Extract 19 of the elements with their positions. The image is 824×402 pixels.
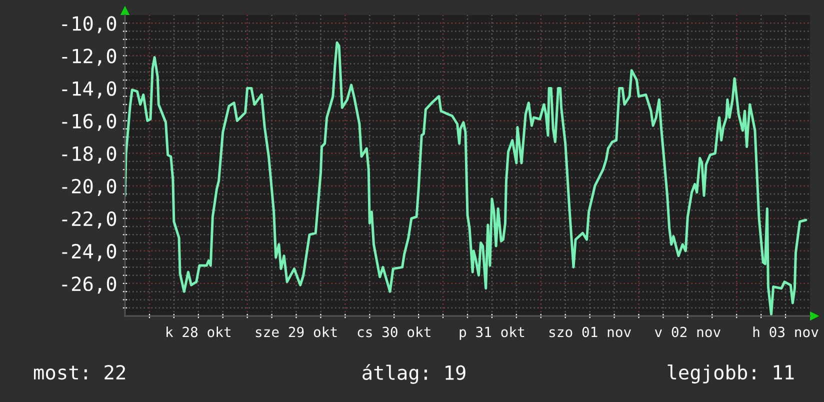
x-tick-label: v 02 nov (654, 326, 720, 338)
y-tick-label: -18,0 (62, 146, 116, 164)
text: most: 22 (34, 364, 125, 380)
y-tick-label: -14,0 (62, 81, 116, 98)
text: átlag: 19 (362, 364, 466, 384)
y-tick-label: -22,0 (62, 211, 116, 229)
y-tick-label: -16,0 (62, 114, 116, 131)
x-tick-label: cs 30 okt (358, 326, 430, 338)
y-tick-label: -26,0 (62, 276, 116, 294)
y-tick-label: -12,0 (62, 48, 116, 66)
y-tick-label: -10,0 (62, 16, 116, 34)
x-tick-label: k 28 okt (166, 326, 230, 338)
x-tick-label: szo 01 nov (549, 326, 631, 338)
x-tick-label: h 03 nov (753, 326, 818, 338)
y-tick-label: -20,0 (62, 178, 116, 196)
y-tick-label: -24,0 (62, 244, 116, 262)
x-tick-label: p 31 okt (460, 326, 524, 340)
text: legjobb: 11 (668, 364, 794, 384)
x-tick-label: sze 29 okt (256, 326, 337, 338)
